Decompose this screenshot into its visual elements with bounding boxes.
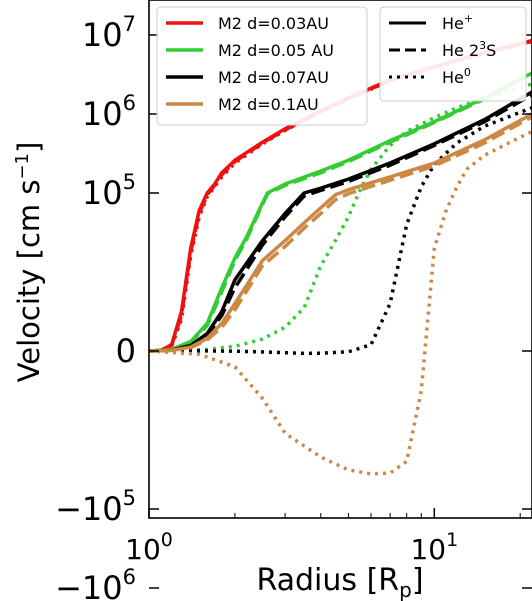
y-tick-label-6: −106 — [55, 565, 136, 601]
y-tick-label-4: 0 — [116, 332, 136, 370]
legend-species-box — [379, 6, 527, 102]
series-line-4 — [149, 72, 532, 353]
legend-species-label-2: He0 — [442, 66, 471, 87]
series-layer — [149, 38, 532, 476]
legend-species-label-1: He 23S — [442, 39, 496, 60]
y-tick-label-5: −105 — [55, 486, 136, 528]
y-tick-label-2: 106 — [82, 91, 136, 133]
legend-model-label-3: M2 d=0.1AU — [218, 95, 319, 114]
x-tick-label-0: 100 — [125, 529, 173, 566]
legend-models-box — [156, 6, 368, 126]
x-tick-label-1: 101 — [410, 529, 458, 566]
y-tick-label-1: 107 — [82, 12, 136, 54]
legend-species-label-0: He+ — [442, 12, 473, 33]
series-line-5 — [149, 82, 532, 353]
series-line-10 — [149, 115, 532, 353]
legend-models: M2 d=0.03AU M2 d=0.05 AU M2 d=0.07AU M2 d=0… — [156, 6, 368, 126]
y-tick-label-3: 105 — [82, 170, 136, 212]
x-axis-label: Radius [Rp] — [256, 563, 423, 601]
legend-species: He+ He 23S He0 — [379, 6, 527, 102]
series-line-9 — [149, 112, 532, 353]
legend-model-label-2: M2 d=0.07AU — [218, 68, 329, 87]
series-line-11 — [149, 129, 532, 476]
tick-layer: 1001011081071061050−105−106 — [55, 12, 532, 601]
legend-model-label-0: M2 d=0.03AU — [218, 14, 329, 33]
series-line-6 — [149, 90, 532, 353]
plot-frame — [148, 0, 532, 519]
legend-model-label-1: M2 d=0.05 AU — [218, 41, 334, 60]
y-axis-label: Velocity [cm s−1] — [12, 142, 46, 383]
